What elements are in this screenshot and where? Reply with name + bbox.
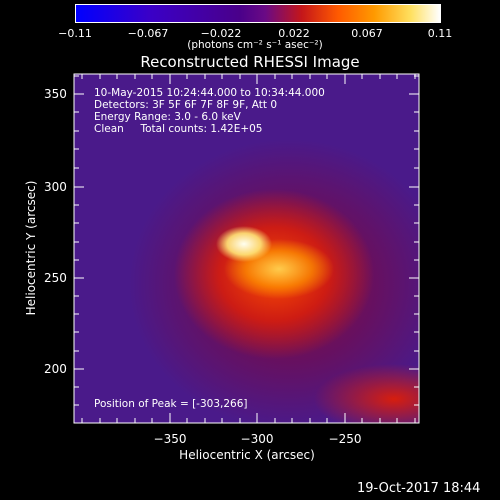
- peak-position-label: Position of Peak = [-303,266]: [94, 398, 248, 410]
- x-axis-label: Heliocentric X (arcsec): [179, 448, 315, 462]
- info-line-energy-range: Energy Range: 3.0 - 6.0 keV: [94, 111, 241, 123]
- y-tick-label: 250: [44, 271, 67, 285]
- colorbar: [75, 4, 441, 23]
- x-tick-label: −300: [240, 432, 274, 446]
- plot-title: Reconstructed RHESSI Image: [140, 53, 360, 71]
- info-line-detectors: Detectors: 3F 5F 6F 7F 8F 9F, Att 0: [94, 99, 278, 111]
- y-tick-label: 350: [44, 87, 67, 101]
- x-tick-label: −250: [328, 432, 362, 446]
- x-tick-label: −350: [153, 432, 187, 446]
- footer-timestamp: 19-Oct-2017 18:44: [357, 481, 481, 496]
- colorbar-units: (photons cm⁻² s⁻¹ asec⁻²): [187, 39, 323, 51]
- colorbar-tick: −0.022: [200, 27, 242, 40]
- solar-image: 10-May-2015 10:24:44.000 to 10:34:44.000…: [74, 74, 419, 423]
- y-axis-label: Heliocentric Y (arcsec): [24, 180, 38, 316]
- y-tick-label: 200: [44, 362, 67, 376]
- colorbar-tick: 0.067: [351, 27, 383, 40]
- colorbar-tick: 0.11: [427, 27, 453, 40]
- colorbar-tick: −0.11: [58, 27, 92, 40]
- y-tick-label: 300: [44, 180, 67, 194]
- colorbar-tick: −0.067: [127, 27, 169, 40]
- colorbar-tick: 0.022: [278, 27, 310, 40]
- info-line-counts: Clean Total counts: 1.42E+05: [94, 123, 263, 135]
- info-line-time-range: 10-May-2015 10:24:44.000 to 10:34:44.000: [94, 87, 325, 99]
